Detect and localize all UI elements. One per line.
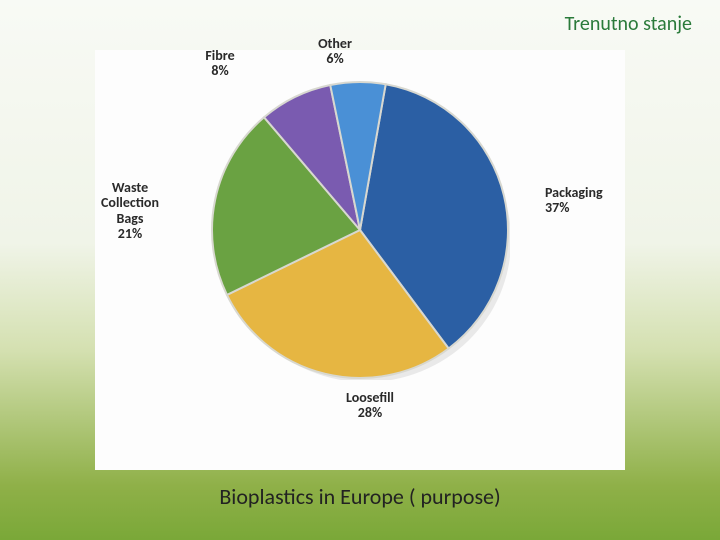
pie-wrap xyxy=(210,80,510,380)
slice-label-fibre: Fibre8% xyxy=(175,48,265,79)
pie-svg xyxy=(210,80,510,380)
slide: Trenutno stanje Packaging37%Loosefill28%… xyxy=(0,0,720,540)
slice-label-loosefill: Loosefill28% xyxy=(325,390,415,421)
slice-label-other: Other6% xyxy=(290,36,380,67)
caption: Bioplastics in Europe ( purpose) xyxy=(0,483,720,510)
pie-chart: Packaging37%Loosefill28%WasteCollectionB… xyxy=(95,50,625,470)
slice-label-waste-collection-bags: WasteCollectionBags21% xyxy=(85,180,175,242)
header-title: Trenutno stanje xyxy=(565,12,692,36)
slice-label-packaging: Packaging37% xyxy=(545,185,635,216)
